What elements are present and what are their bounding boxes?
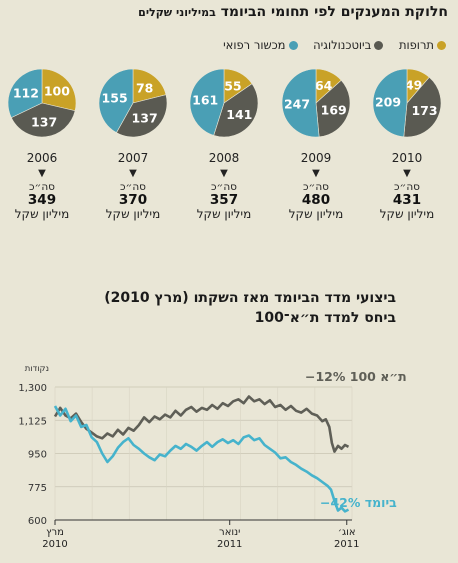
legend-label: תרופות [398, 38, 434, 52]
pie-slice [7, 68, 43, 119]
pie-slice-label: 155 [102, 91, 128, 106]
total-unit: מיליון שקל [14, 207, 70, 221]
year-label: 2009 [300, 151, 332, 165]
pie-slice [116, 94, 168, 138]
x-tick-label: 2011 [217, 539, 242, 550]
legend-item-drugs: תרופות [399, 38, 446, 52]
pie-2009: 64 169 247 [281, 68, 351, 138]
down-arrow-icon: ▼ [129, 168, 137, 179]
year-column-2006: 2006 ▼ סה״כ 349 מיליון שקל [2, 151, 82, 221]
year-column-2009: 2009 ▼ סה״כ 480 מיליון שקל [276, 151, 356, 221]
total-prefix: סה״כ [303, 181, 329, 193]
line-chart-title: ביצועי מדד הביומד מאז השקתו (מרץ 2010) ב… [16, 288, 396, 328]
x-tick-label: אוג׳ [338, 527, 356, 538]
pie-slice [281, 68, 320, 138]
line-chart-title-main: ביצועי מדד הביומד מאז השקתו (מרץ 2010) [104, 290, 396, 306]
down-arrow-icon: ▼ [38, 168, 46, 179]
pie-slice-label: 64 [315, 78, 333, 93]
pie-slice [41, 68, 77, 112]
pie-slice-label: 137 [132, 111, 158, 126]
y-tick-label: 775 [28, 483, 47, 494]
pie-charts: 100 137 112 78 137 155 55 141 161 64 169 247 49 173 20… [7, 68, 442, 138]
y-axis-label: נקודות [25, 364, 49, 374]
down-arrow-icon: ▼ [403, 168, 411, 179]
pie-slice-label: 100 [44, 84, 70, 99]
pie-slice-label: 209 [375, 95, 401, 110]
pie-slice [213, 83, 259, 138]
pie-2007: 78 137 155 [98, 68, 168, 138]
series-line-ta100 [53, 395, 350, 453]
pie-slice-label: 161 [192, 93, 218, 108]
year-label: 2008 [208, 151, 240, 165]
total-prefix: סה״כ [29, 181, 55, 193]
page-title: חלוקת המענקים לפי תחומי הביומד במיליוני … [8, 4, 448, 20]
total-value: 431 [392, 192, 422, 208]
year-column-2010: 2010 ▼ סה״כ 431 מיליון שקל [367, 151, 447, 221]
pie-slice-label: 55 [224, 79, 241, 94]
year-column-2008: 2008 ▼ סה״כ 357 מיליון שקל [184, 151, 264, 221]
pie-2006: 100 137 112 [7, 68, 77, 138]
legend-swatch-devices [288, 41, 298, 50]
pie-slice-label: 78 [136, 81, 153, 96]
year-column-2007: 2007 ▼ סה״כ 370 מיליון שקל [93, 151, 173, 221]
total-value: 480 [301, 192, 331, 208]
pie-slice [403, 76, 442, 138]
legend-item-devices: מכשור רפואי [223, 38, 298, 52]
series-label-ta100: ת״א 100 12%− [305, 369, 407, 384]
total-value: 349 [27, 192, 57, 208]
pie-slice-label: 112 [13, 85, 39, 100]
total-unit: מיליון שקל [105, 207, 161, 221]
pie-slice [372, 68, 408, 138]
year-label: 2007 [117, 151, 149, 165]
y-tick-label: 1,125 [18, 416, 47, 427]
y-tick-label: 600 [28, 516, 47, 527]
pie-2008: 55 141 161 [189, 68, 259, 138]
series-label-biomed: ביומד 42%− [320, 495, 397, 510]
pie-slice [98, 68, 134, 134]
legend-item-biotech: ביוטכנולוגיה [313, 38, 384, 52]
title-main: חלוקת המענקים לפי תחומי הביומד [220, 4, 448, 20]
series-line-biomed [53, 405, 350, 513]
x-tick-label: ינואר [219, 527, 240, 538]
pie-slice-label: 247 [284, 96, 310, 111]
total-prefix: סה״כ [211, 181, 237, 193]
line-chart-subtitle: ביחס למדד ת״א־100 [254, 310, 396, 326]
legend-label: מכשור רפואי [223, 38, 286, 52]
pie-slice [10, 102, 76, 138]
pie-slice-label: 49 [405, 78, 422, 93]
legend-swatch-drugs [437, 41, 446, 50]
y-tick-label: 950 [28, 450, 47, 461]
y-tick-label: 1,300 [18, 383, 47, 394]
grid [54, 386, 353, 521]
x-tick-label: מרץ [46, 527, 64, 538]
pie-slice-label: 173 [411, 103, 437, 118]
pie-slice [315, 79, 351, 138]
total-value: 370 [118, 192, 148, 208]
legend-label: ביוטכנולוגיה [313, 38, 372, 52]
down-arrow-icon: ▼ [312, 168, 320, 179]
total-unit: מיליון שקל [196, 207, 252, 221]
pie-slice [132, 68, 167, 104]
pie-slice [189, 68, 225, 136]
down-arrow-icon: ▼ [220, 168, 228, 179]
total-value: 357 [209, 192, 239, 208]
title-subtitle: במיליוני שקלים [138, 6, 216, 19]
year-label: 2006 [26, 151, 58, 165]
x-tick-label: 2010 [42, 539, 67, 550]
line-chart: 6007759501,1251,300נקודותמרץ2010ינואר201… [18, 364, 407, 550]
pie-slice-label: 141 [226, 107, 252, 122]
total-unit: מיליון שקל [288, 207, 344, 221]
year-label: 2010 [391, 151, 423, 165]
total-prefix: סה״כ [120, 181, 146, 193]
total-unit: מיליון שקל [379, 207, 435, 221]
pie-2010: 49 173 209 [372, 68, 442, 138]
x-tick-label: 2011 [334, 539, 359, 550]
total-prefix: סה״כ [394, 181, 420, 193]
legend: תרופות ביוטכנולוגיה מכשור רפואי [211, 38, 446, 52]
pie-slice-label: 169 [321, 102, 347, 117]
pie-slice-label: 137 [31, 114, 57, 129]
legend-swatch-biotech [374, 41, 384, 50]
